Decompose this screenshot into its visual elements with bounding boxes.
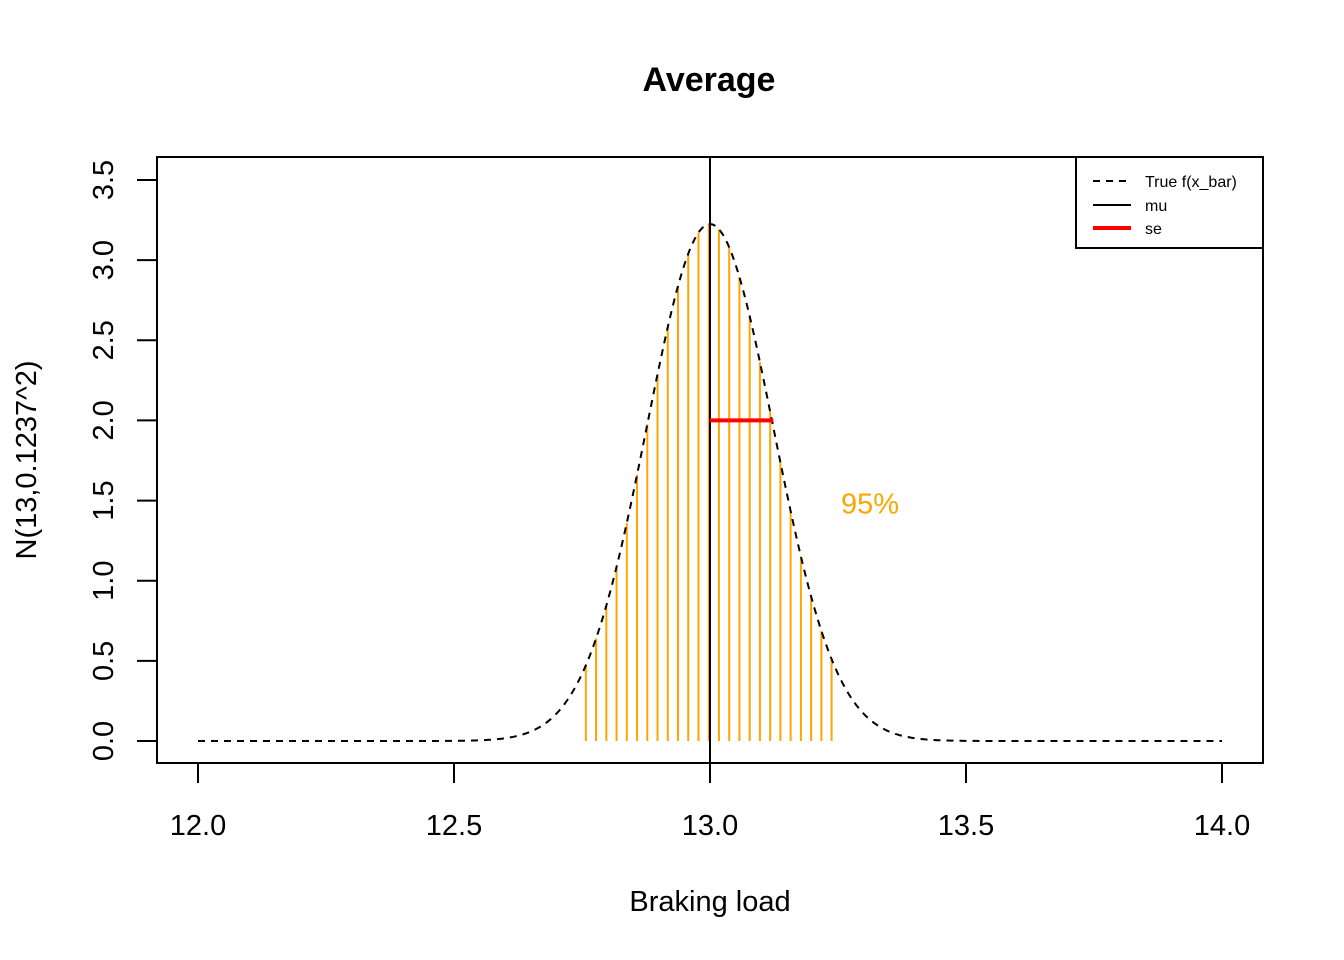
legend-label-mu: mu <box>1145 198 1167 215</box>
x-tick-label: 12.5 <box>426 810 482 842</box>
y-tick-label: 3.5 <box>88 160 120 200</box>
x-tick-label: 13.5 <box>938 810 994 842</box>
y-axis: 0.0 0.5 1.0 1.5 2.0 2.5 3.0 3.5 <box>88 160 158 761</box>
annotation-95pct: 95% <box>841 489 899 521</box>
y-tick-label: 3.0 <box>88 240 120 280</box>
y-tick-label: 1.0 <box>88 561 120 601</box>
x-tick-label: 14.0 <box>1194 810 1250 842</box>
y-axis-label: N(13,0.1237^2) <box>11 360 43 559</box>
y-tick-label: 0.5 <box>88 641 120 681</box>
y-tick-label: 1.5 <box>88 480 120 520</box>
legend: True f(x_bar) mu se <box>1075 156 1264 249</box>
x-tick-label: 13.0 <box>682 810 738 842</box>
chart-title: Average <box>643 61 776 99</box>
legend-label-se: se <box>1145 221 1162 238</box>
x-tick-label: 12.0 <box>170 810 226 842</box>
y-tick-label: 2.0 <box>88 400 120 440</box>
x-axis-label: Braking load <box>629 886 790 918</box>
legend-label-true-f: True f(x_bar) <box>1145 174 1237 191</box>
y-tick-label: 2.5 <box>88 320 120 360</box>
shaded-region <box>584 224 833 741</box>
y-tick-label: 0.0 <box>88 721 120 761</box>
x-axis: 12.0 12.5 13.0 13.5 14.0 <box>170 762 1250 842</box>
legend-box <box>1075 156 1264 249</box>
